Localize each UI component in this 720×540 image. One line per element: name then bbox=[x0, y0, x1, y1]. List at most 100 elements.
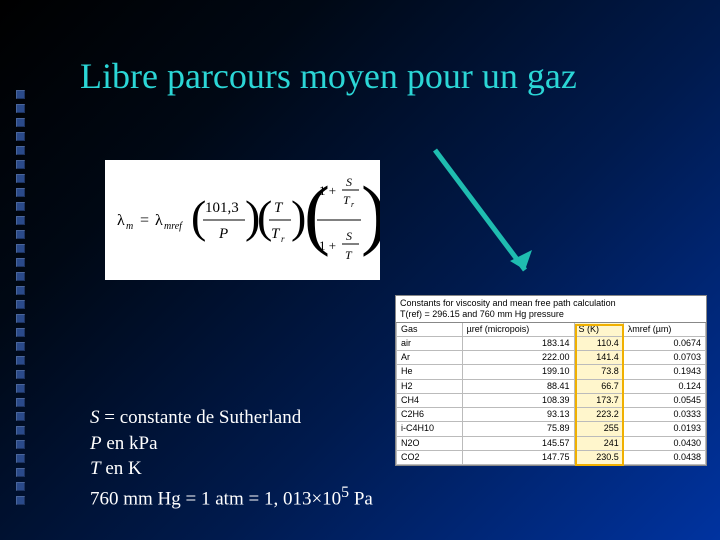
notes-block: S = constante de Sutherland P en kPa T e… bbox=[90, 405, 373, 512]
note-line-1: S = constante de Sutherland bbox=[90, 405, 373, 431]
table-header-cell: S (K) bbox=[574, 323, 623, 337]
note-text-4b: Pa bbox=[349, 488, 373, 509]
bullet-square bbox=[16, 426, 25, 435]
table-cell: 0.0438 bbox=[623, 450, 705, 464]
table-cell: N2O bbox=[397, 436, 463, 450]
svg-text:λ: λ bbox=[155, 212, 163, 229]
bullet-square bbox=[16, 216, 25, 225]
table-header-cell: λmref (µm) bbox=[623, 323, 705, 337]
table-cell: 255 bbox=[574, 422, 623, 436]
svg-text:T: T bbox=[345, 248, 353, 262]
table-cell: 147.75 bbox=[462, 450, 574, 464]
bullet-square bbox=[16, 468, 25, 477]
formula-svg: λ m = λ mref ( 101,3 P ) ( T T r ) ( 1 +… bbox=[105, 160, 380, 280]
table-cell: 0.0193 bbox=[623, 422, 705, 436]
table-cell: 0.124 bbox=[623, 379, 705, 393]
table-header-cell: Gas bbox=[397, 323, 463, 337]
svg-text:T: T bbox=[271, 226, 281, 242]
table-row: C2H693.13223.20.0333 bbox=[397, 408, 706, 422]
table-cell: 173.7 bbox=[574, 393, 623, 407]
table-cell: 241 bbox=[574, 436, 623, 450]
table-cell: i-C4H10 bbox=[397, 422, 463, 436]
svg-text:mref: mref bbox=[164, 221, 183, 232]
caption-line-2: T(ref) = 296.15 and 760 mm Hg pressure bbox=[400, 309, 702, 320]
svg-text:S: S bbox=[346, 175, 352, 189]
table-cell: C2H6 bbox=[397, 408, 463, 422]
bullet-square bbox=[16, 286, 25, 295]
svg-text:m: m bbox=[126, 221, 133, 232]
table-cell: 0.0333 bbox=[623, 408, 705, 422]
table-cell: 110.4 bbox=[574, 336, 623, 350]
table-row: Ar222.00141.40.0703 bbox=[397, 351, 706, 365]
bullet-square bbox=[16, 258, 25, 267]
bullet-square bbox=[16, 146, 25, 155]
table-cell: air bbox=[397, 336, 463, 350]
table-cell: 222.00 bbox=[462, 351, 574, 365]
table-cell: 88.41 bbox=[462, 379, 574, 393]
table-cell: CO2 bbox=[397, 450, 463, 464]
table-cell: He bbox=[397, 365, 463, 379]
table-cell: 75.89 bbox=[462, 422, 574, 436]
svg-text:λ: λ bbox=[117, 212, 125, 229]
bullet-square bbox=[16, 384, 25, 393]
note-var-p: P bbox=[90, 433, 102, 454]
table-cell: 0.0703 bbox=[623, 351, 705, 365]
bullet-square bbox=[16, 370, 25, 379]
pointer-arrow bbox=[420, 135, 560, 295]
svg-text:P: P bbox=[218, 226, 228, 242]
table-cell: 199.10 bbox=[462, 365, 574, 379]
svg-text:r: r bbox=[351, 200, 355, 209]
note-var-t: T bbox=[90, 458, 101, 479]
table-row: CO2147.75230.50.0438 bbox=[397, 450, 706, 464]
bullet-square bbox=[16, 314, 25, 323]
constants-table-body: Gasµref (micropois)S (K)λmref (µm) air18… bbox=[396, 323, 706, 466]
note-text-2: en kPa bbox=[102, 433, 158, 454]
bullet-square bbox=[16, 328, 25, 337]
svg-text:=: = bbox=[140, 212, 149, 229]
bullet-square bbox=[16, 356, 25, 365]
bullet-square bbox=[16, 440, 25, 449]
bullet-square bbox=[16, 272, 25, 281]
svg-text:): ) bbox=[361, 170, 380, 257]
note-line-4: 760 mm Hg = 1 atm = 1, 013×105 Pa bbox=[90, 482, 373, 512]
table-caption: Constants for viscosity and mean free pa… bbox=[396, 296, 706, 323]
slide-title: Libre parcours moyen pour un gaz bbox=[80, 55, 577, 97]
constants-table: Constants for viscosity and mean free pa… bbox=[395, 295, 707, 466]
note-line-2: P en kPa bbox=[90, 431, 373, 457]
bullet-square bbox=[16, 104, 25, 113]
table-cell: 93.13 bbox=[462, 408, 574, 422]
table-cell: 0.0545 bbox=[623, 393, 705, 407]
bullet-square bbox=[16, 482, 25, 491]
note-exp: 5 bbox=[341, 484, 349, 501]
svg-text:S: S bbox=[346, 229, 352, 243]
table-row: He199.1073.80.1943 bbox=[397, 365, 706, 379]
note-line-3: T en K bbox=[90, 456, 373, 482]
svg-text:T: T bbox=[343, 193, 351, 207]
svg-text:1 +: 1 + bbox=[319, 238, 336, 253]
table-cell: 0.1943 bbox=[623, 365, 705, 379]
svg-text:T: T bbox=[274, 200, 284, 216]
table-cell: Ar bbox=[397, 351, 463, 365]
bullet-square bbox=[16, 496, 25, 505]
svg-text:(: ( bbox=[191, 191, 206, 242]
table-cell: H2 bbox=[397, 379, 463, 393]
table-cell: CH4 bbox=[397, 393, 463, 407]
table-row: N2O145.572410.0430 bbox=[397, 436, 706, 450]
table-cell: 0.0430 bbox=[623, 436, 705, 450]
formula-box: λ m = λ mref ( 101,3 P ) ( T T r ) ( 1 +… bbox=[105, 160, 380, 280]
bullet-square bbox=[16, 118, 25, 127]
bullet-square bbox=[16, 230, 25, 239]
bullet-square bbox=[16, 132, 25, 141]
bullet-square bbox=[16, 160, 25, 169]
table-header-row: Gasµref (micropois)S (K)λmref (µm) bbox=[397, 323, 706, 337]
table-row: i-C4H1075.892550.0193 bbox=[397, 422, 706, 436]
table-cell: 73.8 bbox=[574, 365, 623, 379]
note-text-1: = constante de Sutherland bbox=[100, 407, 302, 428]
note-text-4a: 760 mm Hg = 1 atm = 1, 013×10 bbox=[90, 488, 341, 509]
bullet-square bbox=[16, 398, 25, 407]
table-cell: 141.4 bbox=[574, 351, 623, 365]
bullet-square bbox=[16, 90, 25, 99]
svg-text:r: r bbox=[281, 234, 285, 244]
bullet-square bbox=[16, 454, 25, 463]
bullet-square bbox=[16, 188, 25, 197]
